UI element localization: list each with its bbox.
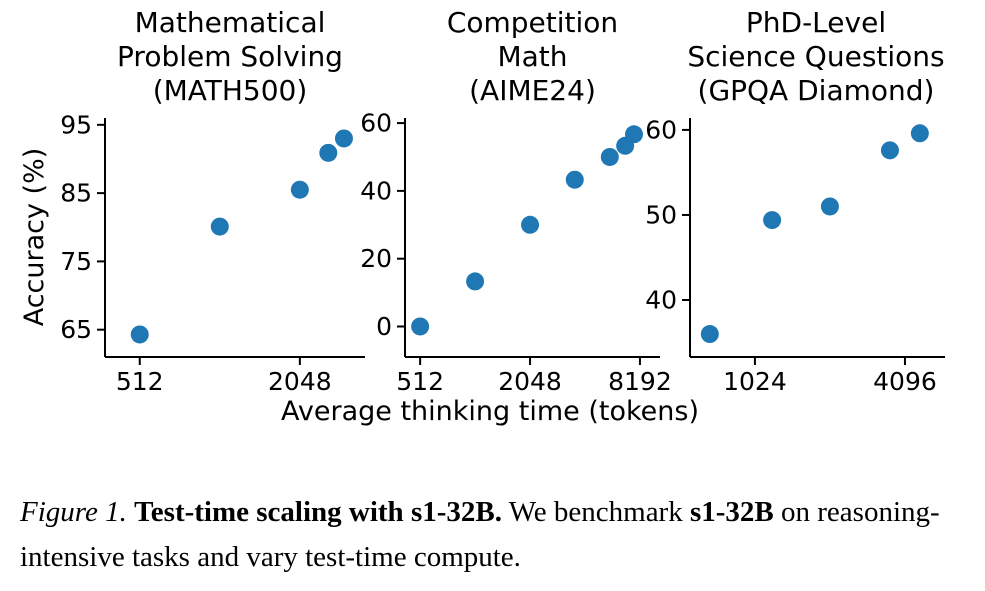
scatter-plot-math500: 65 75 85 95 512 2048 [60,110,365,396]
caption-text-2: on reasoning-intensive tasks and vary te… [20,496,940,573]
caption-figure-number: Figure 1. [20,496,127,528]
figure-caption: Figure 1. Test-time scaling with s1-32B.… [20,490,978,580]
x-tick-label: 512 [396,367,444,396]
data-point [820,197,839,216]
x-tick-label: 1024 [723,367,787,396]
data-point [521,215,540,234]
scatter-plot-aime24: 0 20 40 60 512 2048 8192 [360,109,672,396]
y-tick-label: 40 [645,286,677,315]
data-point [565,170,584,189]
chart-title-aime24: Competition Math (AIME24) [446,6,619,108]
y-tick-label: 40 [360,176,392,205]
data-point [624,125,643,144]
y-tick-label: 85 [60,179,92,208]
x-tick-label: 8192 [608,367,672,396]
chart-title-math500: Mathematical Problem Solving (MATH500) [117,6,343,108]
data-point [700,325,719,344]
data-point [210,217,229,236]
data-point [290,180,309,199]
data-point [319,143,338,162]
x-tick-label: 512 [116,367,164,396]
y-tick-label: 20 [360,244,392,273]
x-axis-label: Average thinking time (tokens) [281,396,699,427]
caption-model-name: s1-32B [689,496,774,528]
data-point [411,317,430,336]
y-tick-label: 0 [376,312,392,341]
scatter-plot-gpqa: 40 50 60 1024 4096 [645,115,945,396]
x-tick-label: 2048 [268,367,332,396]
x-tick-label: 4096 [873,367,937,396]
data-point [130,325,149,344]
chart-title-gpqa: PhD-Level Science Questions (GPQA Diamon… [687,6,945,108]
caption-title: Test-time scaling with s1-32B. [134,496,502,528]
data-point [763,211,782,230]
y-tick-label: 60 [360,109,392,138]
y-tick-label: 65 [60,315,92,344]
data-point [334,129,353,148]
x-tick-label: 2048 [498,367,562,396]
y-tick-label: 60 [645,115,677,144]
y-tick-label: 95 [60,110,92,139]
y-tick-label: 50 [645,200,677,229]
caption-text-1: We benchmark [508,496,683,528]
data-point [910,124,929,143]
y-tick-label: 75 [60,247,92,276]
data-point [600,147,619,166]
data-point [466,272,485,291]
data-point [880,141,899,160]
